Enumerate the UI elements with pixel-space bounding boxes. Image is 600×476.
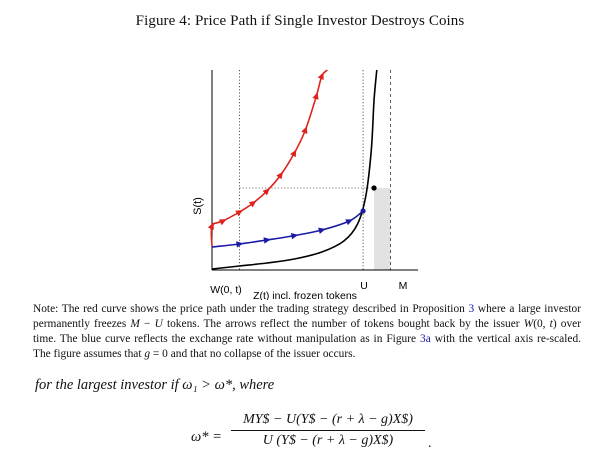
lead-sentence: for the largest investor if ω₁ > ω*, whe… [35, 377, 275, 393]
fraction-bar [231, 430, 425, 431]
series-line-0 [210, 69, 328, 247]
equation-numerator: MY$ − U(Y$ − (r + λ − g)X$) [243, 412, 413, 427]
shaded-region [374, 188, 391, 270]
math-symbol: W [523, 318, 534, 330]
series-arrowhead [248, 200, 257, 208]
series-arrowhead [207, 222, 214, 231]
figure-note: Note: The red curve shows the price path… [33, 302, 581, 362]
series-arrowhead [312, 92, 319, 100]
series-arrowhead [345, 219, 353, 226]
x-axis-label: Z(t) incl. frozen tokens [253, 290, 357, 300]
note-text: − [139, 318, 155, 330]
series-line-1 [211, 210, 364, 248]
cross-reference-link[interactable]: 3 [468, 303, 475, 315]
series-arrowhead [218, 219, 227, 226]
equation-lhs: ω* = [191, 429, 222, 445]
chart-point-0 [360, 208, 366, 214]
x-tick-u: U [360, 280, 368, 292]
y-axis-label: S(t) [192, 197, 204, 215]
figure-title: Figure 4: Price Path if Single Investor … [135, 13, 465, 29]
price-path-chart: S(t) W(0, t) Z(t) incl. frozen tokens U … [192, 69, 418, 300]
series-arrowhead [263, 237, 271, 244]
note-text: = 0 and that no collapse of the issuer o… [150, 348, 356, 360]
cross-reference-link[interactable]: 3a [420, 333, 431, 345]
series-arrowhead [236, 241, 244, 248]
x-tick-w: W(0, t) [210, 284, 242, 296]
math-symbol: g [144, 348, 151, 360]
series-arrowhead [301, 126, 308, 134]
note-text: tokens. The arrows reflect the number of… [162, 318, 524, 330]
series-arrowhead [317, 72, 324, 81]
equation-denominator: U (Y$ − (r + λ − g)X$) [262, 433, 394, 448]
math-symbol: M [130, 318, 140, 330]
omega-star-equation: ω* = MY$ − U(Y$ − (r + λ − g)X$) U (Y$ −… [0, 412, 600, 468]
note-text: (0, [533, 318, 550, 330]
x-tick-m: M [399, 280, 408, 292]
equation-period: . [428, 436, 432, 451]
series-arrowhead [235, 209, 243, 217]
series-arrowhead [262, 188, 270, 196]
series-arrowhead [276, 171, 284, 180]
math-symbol: t [549, 318, 553, 330]
series-line-2 [211, 69, 378, 270]
chart-point-1 [371, 185, 377, 191]
series-arrowhead [290, 232, 299, 240]
series-arrowhead [318, 227, 326, 234]
note-text: where a large investor permanently freez… [33, 303, 581, 330]
note-text: ) over time. The blue curve reflects the… [33, 318, 581, 345]
note-text: Note: The red curve shows the price path… [33, 303, 469, 315]
equation-fraction: MY$ − U(Y$ − (r + λ − g)X$) U (Y$ − (r +… [229, 412, 427, 449]
note-text: with the vertical axis re-scaled. The fi… [33, 333, 581, 360]
math-symbol: U [154, 318, 163, 330]
series-arrowhead [290, 149, 297, 158]
